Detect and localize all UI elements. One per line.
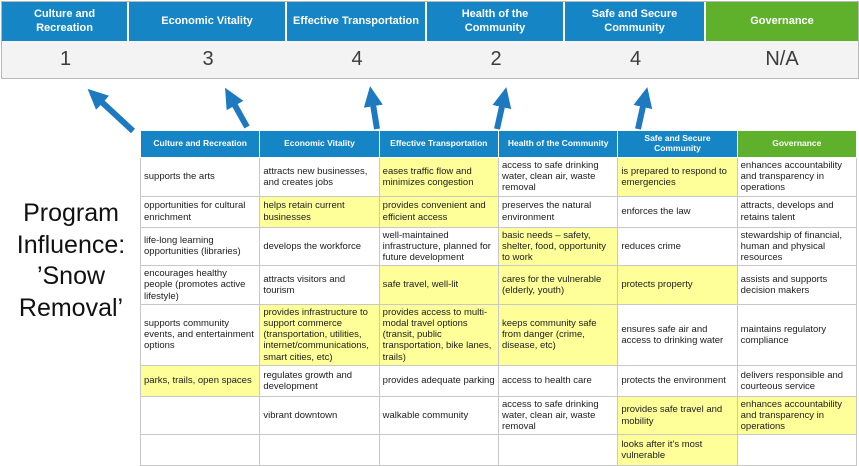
matrix-cell: preserves the natural environment bbox=[497, 195, 619, 228]
matrix-cell: provides safe travel and mobility bbox=[617, 395, 738, 436]
matrix-row: encourages healthy people (promotes acti… bbox=[139, 265, 858, 305]
matrix-header-cell: Economic Vitality bbox=[259, 130, 380, 158]
matrix-cell: access to safe drinking water, clean air… bbox=[497, 395, 619, 436]
matrix-cell: looks after it's most vulnerable bbox=[617, 434, 738, 466]
matrix-cell: attracts, develops and retains talent bbox=[736, 195, 858, 228]
matrix-cell: safe travel, well-lit bbox=[378, 265, 499, 305]
matrix-cell: walkable community bbox=[378, 395, 499, 436]
matrix-cell: opportunities for cultural enrichment bbox=[139, 195, 261, 228]
matrix-cell: parks, trails, open spaces bbox=[139, 364, 261, 397]
matrix-cell: eases traffic flow and minimizes congest… bbox=[378, 157, 499, 197]
score-value: 3 bbox=[129, 41, 287, 78]
matrix-row: vibrant downtown walkable community access… bbox=[139, 395, 858, 436]
matrix-cell: stewardship of financial, human and phys… bbox=[736, 226, 858, 267]
matrix-cell: ensures safe air and access to drinking … bbox=[617, 303, 738, 366]
matrix-header-cell: Culture and Recreation bbox=[139, 130, 261, 158]
matrix-cell: provides convenient and efficient access bbox=[378, 195, 499, 228]
matrix-cell: delivers responsible and courteous servi… bbox=[736, 364, 858, 397]
matrix-cell: attracts new businesses, and creates job… bbox=[259, 157, 380, 197]
score-value: N/A bbox=[706, 41, 858, 78]
matrix-cell: vibrant downtown bbox=[259, 395, 380, 436]
score-value: 1 bbox=[2, 41, 129, 78]
matrix-cell: maintains regulatory compliance bbox=[736, 303, 858, 366]
score-value: 2 bbox=[427, 41, 565, 78]
score-value: 4 bbox=[565, 41, 706, 78]
matrix-cell: provides access to multi-modal travel op… bbox=[378, 303, 499, 366]
score-col-safe-secure-community: Safe and Secure Community 4 bbox=[565, 2, 706, 78]
program-influence-label: Program Influence: ’Snow Removal’ bbox=[16, 199, 126, 322]
score-col-health-of-community: Health of the Community 2 bbox=[427, 2, 565, 78]
matrix-row: parks, trails, open spaces regulates grow… bbox=[139, 364, 858, 397]
matrix-cell: access to safe drinking water, clean air… bbox=[497, 157, 619, 197]
score-col-governance: Governance N/A bbox=[706, 2, 858, 78]
matrix-cell-empty bbox=[139, 434, 261, 466]
matrix-cell: attracts visitors and tourism bbox=[259, 265, 380, 305]
matrix-cell: enhances accountability and transparency… bbox=[736, 395, 858, 436]
matrix-cell: well-maintained infrastructure, planned … bbox=[378, 226, 499, 267]
matrix-cell: regulates growth and development bbox=[259, 364, 380, 397]
up-arrow-icon bbox=[492, 87, 512, 130]
matrix-cell: access to health care bbox=[497, 364, 619, 397]
matrix-cell: life-long learning opportunities (librar… bbox=[139, 226, 261, 267]
matrix-cell-empty bbox=[259, 434, 380, 466]
matrix-header-cell: Safe and Secure Community bbox=[617, 130, 738, 158]
matrix-cell-empty bbox=[139, 395, 261, 436]
matrix-cell: supports community events, and entertain… bbox=[139, 303, 261, 366]
matrix-row: looks after it's most vulnerable bbox=[139, 434, 858, 466]
matrix-cell: enhances accountability and transparency… bbox=[736, 157, 858, 197]
column-header: Economic Vitality bbox=[129, 2, 287, 41]
up-arrow-icon bbox=[87, 88, 136, 134]
matrix-cell: assists and supports decision makers bbox=[736, 265, 858, 305]
score-col-economic-vitality: Economic Vitality 3 bbox=[129, 2, 287, 78]
matrix-cell: helps retain current businesses bbox=[259, 195, 380, 228]
matrix-cell: provides adequate parking bbox=[378, 364, 499, 397]
matrix-cell: supports the arts bbox=[139, 157, 261, 197]
matrix-cell: enforces the law bbox=[617, 195, 738, 228]
matrix-cell: provides infrastructure to support comme… bbox=[259, 303, 380, 366]
matrix-header-cell: Health of the Community bbox=[497, 130, 619, 158]
column-header: Effective Transportation bbox=[287, 2, 427, 41]
up-arrow-icon bbox=[363, 86, 383, 130]
column-header: Culture and Recreation bbox=[2, 2, 129, 41]
matrix-cell: reduces crime bbox=[617, 226, 738, 267]
matrix-body: supports the arts attracts new businesses… bbox=[139, 157, 858, 466]
matrix-cell: protects property bbox=[617, 265, 738, 305]
column-header: Governance bbox=[706, 2, 858, 41]
matrix-cell: develops the workforce bbox=[259, 226, 380, 267]
matrix-row: life-long learning opportunities (librar… bbox=[139, 226, 858, 267]
matrix-cell-empty bbox=[497, 434, 619, 466]
column-header: Health of the Community bbox=[427, 2, 565, 41]
matrix-cell-empty bbox=[736, 434, 858, 466]
score-col-culture-recreation: Culture and Recreation 1 bbox=[2, 2, 129, 78]
matrix-cell: cares for the vulnerable (elderly, youth… bbox=[497, 265, 619, 305]
matrix-row: supports the arts attracts new businesses… bbox=[139, 157, 858, 197]
score-value: 4 bbox=[287, 41, 427, 78]
matrix-header-cell: Effective Transportation bbox=[378, 130, 499, 158]
matrix-header-cell: Governance bbox=[736, 130, 858, 158]
matrix-row: supports community events, and entertain… bbox=[139, 303, 858, 366]
matrix-cell: is prepared to respond to emergencies bbox=[617, 157, 738, 197]
score-summary: Culture and Recreation 1 Economic Vitali… bbox=[1, 1, 859, 79]
matrix-cell: protects the environment bbox=[617, 364, 738, 397]
matrix-cell: encourages healthy people (promotes acti… bbox=[139, 265, 261, 305]
matrix-header-row: Culture and Recreation Economic Vitality E… bbox=[139, 130, 858, 158]
matrix-row: opportunities for cultural enrichment hel… bbox=[139, 195, 858, 228]
matrix-cell: keeps community safe from danger (crime,… bbox=[497, 303, 619, 366]
up-arrow-icon bbox=[633, 87, 653, 130]
score-col-effective-transportation: Effective Transportation 4 bbox=[287, 2, 427, 78]
up-arrow-icon bbox=[225, 87, 250, 129]
matrix-cell: basic needs – safety, shelter, food, opp… bbox=[497, 226, 619, 267]
matrix-cell-empty bbox=[378, 434, 499, 466]
column-header: Safe and Secure Community bbox=[565, 2, 706, 41]
influence-matrix: Culture and Recreation Economic Vitality E… bbox=[139, 130, 858, 466]
